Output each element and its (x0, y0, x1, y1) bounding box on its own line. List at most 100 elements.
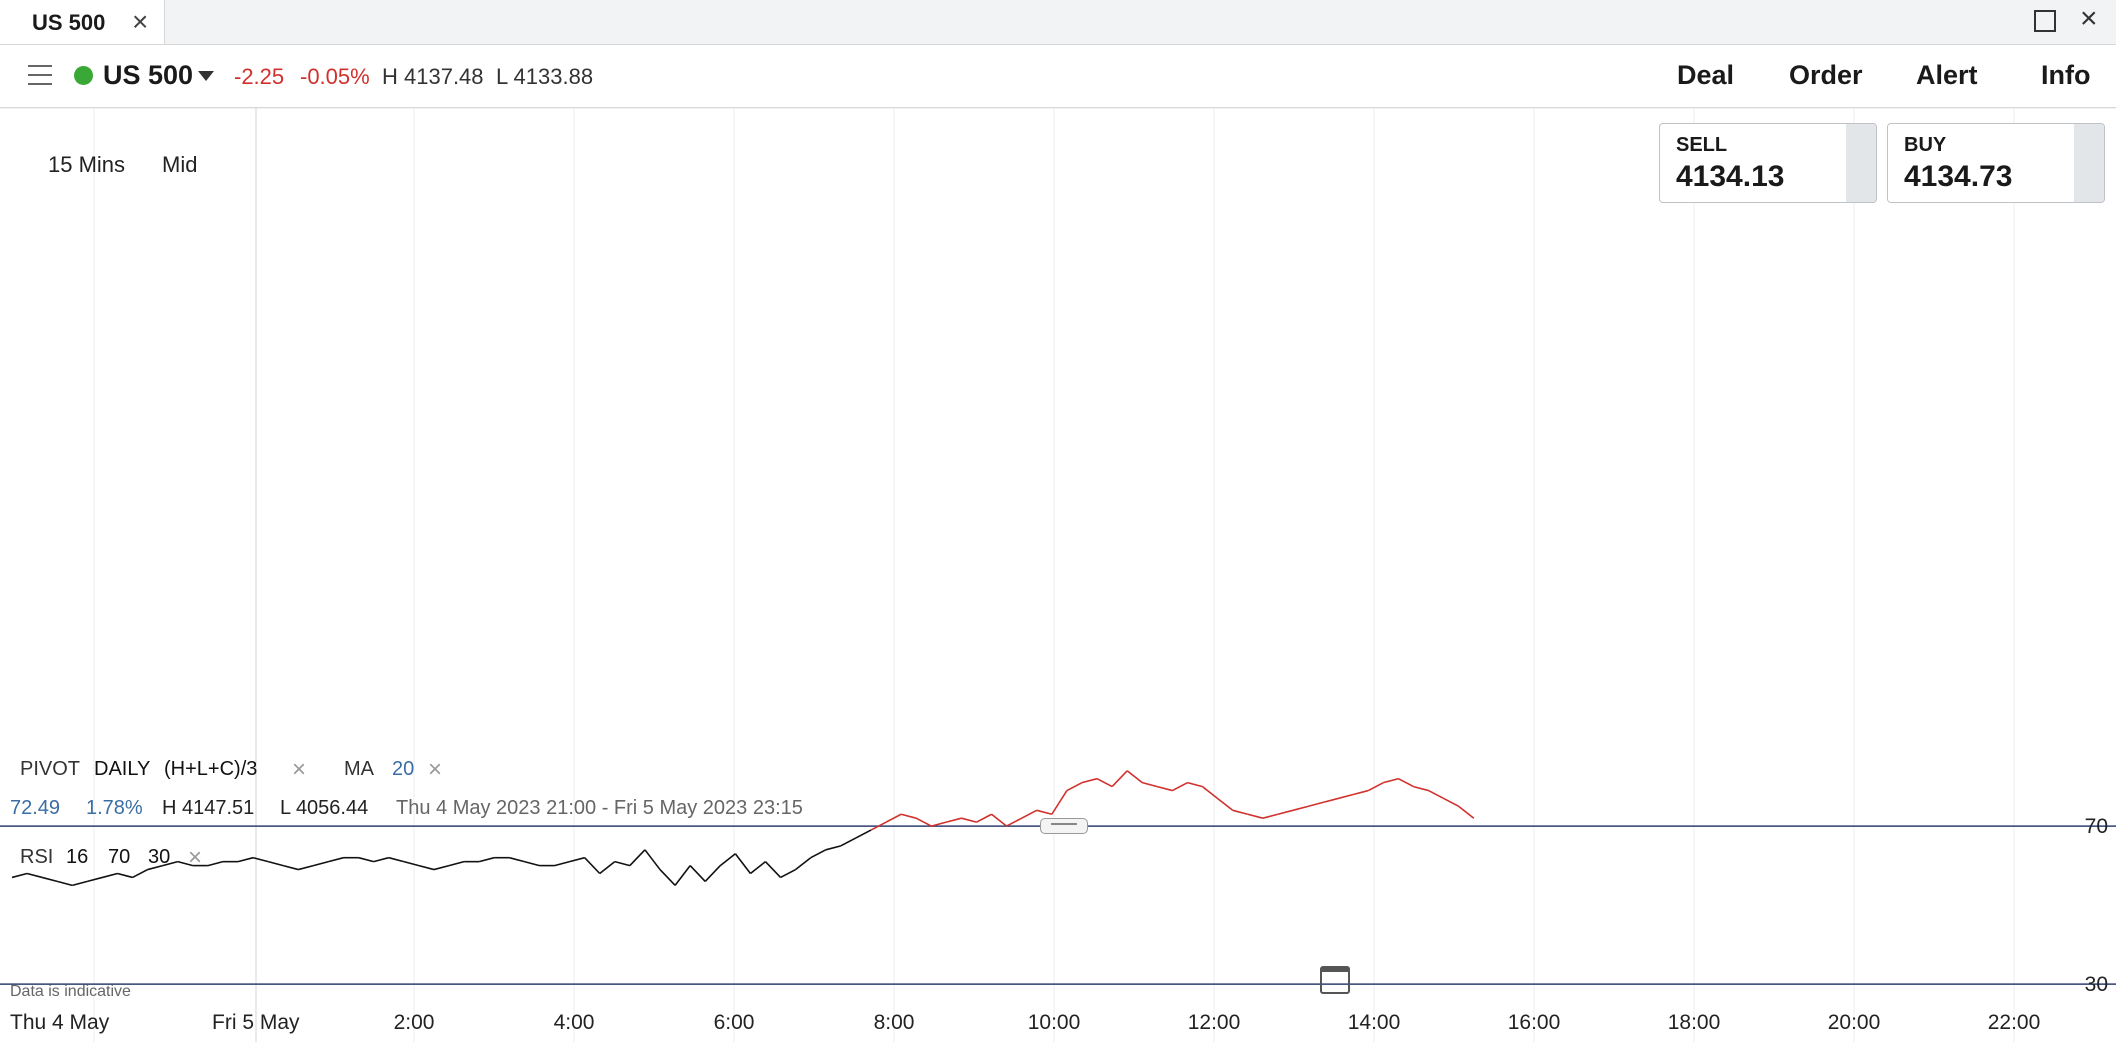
rsi-segment (1217, 797, 1234, 811)
rsi-segment (177, 860, 194, 867)
info-button[interactable]: Info (2041, 60, 2091, 90)
window-close-icon[interactable]: × (2080, 2, 2098, 35)
time-axis-label: 18:00 (1668, 1011, 1721, 1034)
rsi-segment (26, 872, 43, 879)
rsi-label[interactable]: RSI (20, 846, 54, 868)
rsi-segment (1157, 785, 1173, 792)
sell-button[interactable]: SELL 4134.13 (1659, 123, 1877, 203)
rsi-segment (734, 853, 752, 874)
tab-title: US 500 (32, 10, 106, 35)
rsi-segment (358, 856, 374, 863)
rsi-segment (825, 845, 842, 851)
range-high: H 4147.51 (162, 797, 255, 819)
rsi-segment (780, 868, 797, 879)
panel-resize-handle[interactable] (1040, 818, 1088, 834)
rsi-segment (1142, 781, 1158, 788)
rsi-segment (524, 860, 540, 867)
remove-rsi-icon[interactable]: × (188, 844, 203, 871)
instrument-name[interactable]: US 500 (103, 60, 194, 90)
rsi-segment (252, 856, 269, 863)
rsi-segment (885, 813, 902, 823)
rsi-segment (1111, 770, 1128, 788)
maximize-icon[interactable] (2034, 10, 2056, 32)
buy-price: 4134.73 (1904, 160, 2013, 193)
day-low: L 4133.88 (496, 64, 594, 89)
ma-label[interactable]: MA (344, 758, 374, 780)
rsi-segment (569, 856, 585, 863)
rsi-segment (599, 861, 616, 875)
rsi-segment (1021, 809, 1038, 819)
rsi-segment (102, 872, 118, 879)
remove-ma-icon[interactable]: × (428, 756, 443, 783)
rsi-segment (674, 865, 691, 886)
rsi-segment (870, 821, 887, 831)
rsi-segment (1307, 801, 1324, 808)
buy-label: BUY (1904, 134, 1947, 156)
remove-pivot-icon[interactable]: × (292, 756, 307, 783)
rsi-segment (313, 860, 329, 867)
rsi-segment (810, 849, 827, 859)
rsi-segment (1337, 793, 1354, 800)
rsi-upper: 70 (108, 846, 131, 868)
time-axis-label: Thu 4 May (10, 1011, 110, 1034)
rsi-segment (11, 872, 28, 879)
market-open-status-icon (74, 66, 93, 85)
rsi-segment (147, 864, 163, 871)
axis-labels: 4040.004060.004080.004100.004120.004140.… (10, 1011, 2040, 1034)
rsi-segment (448, 860, 465, 867)
buy-button[interactable]: BUY 4134.73 (1887, 123, 2105, 203)
rsi-segment (72, 880, 88, 887)
time-axis-label: 20:00 (1828, 1011, 1881, 1034)
tab-us500[interactable]: US 500 × (0, 0, 165, 44)
rsi-segment (328, 856, 344, 863)
rsi-segment (795, 857, 812, 871)
rsi-level-label: 70 (2085, 815, 2108, 838)
time-axis-label: 16:00 (1508, 1011, 1561, 1034)
time-axis-label: Fri 5 May (212, 1011, 300, 1034)
rsi-segment (132, 868, 149, 879)
range-low: L 4056.44 (280, 797, 369, 819)
rsi-segment (855, 829, 872, 839)
rsi-segment (433, 864, 450, 871)
time-axis-label: 2:00 (394, 1011, 435, 1034)
rsi-period: 16 (66, 846, 89, 868)
rsi-segment (162, 860, 178, 867)
rsi-segment (1292, 805, 1309, 812)
rsi-segment (644, 849, 661, 871)
order-button[interactable]: Order (1789, 60, 1863, 90)
timeframe-selector[interactable]: 15 Mins (48, 152, 126, 177)
rsi-segment (1428, 789, 1445, 800)
rsi-segment (1383, 777, 1399, 784)
close-icon[interactable]: × (132, 6, 149, 37)
ma-period: 20 (392, 758, 415, 780)
price-type-selector[interactable]: Mid (162, 152, 198, 177)
rsi-segment (584, 857, 601, 875)
rsi-segment (237, 856, 254, 863)
calendar-icon[interactable] (1320, 966, 1350, 994)
rsi-segment (1036, 809, 1053, 816)
chart-grid (0, 108, 2116, 1042)
rsi-segment (614, 860, 631, 867)
hamburger-menu-icon[interactable] (28, 65, 52, 85)
pivot-label[interactable]: PIVOT (20, 758, 81, 780)
rsi-segment (298, 864, 314, 871)
deal-button[interactable]: Deal (1677, 60, 1735, 90)
rsi-segment (478, 856, 495, 863)
date-range: Thu 4 May 2023 21:00 - Fri 5 May 2023 23… (396, 797, 803, 819)
range-change-percent: 1.78% (86, 797, 143, 819)
rsi-segment (946, 817, 962, 823)
time-axis-label: 8:00 (874, 1011, 915, 1034)
rsi-segment (1367, 781, 1384, 792)
instrument-header: US 500 -2.25 -0.05% H 4137.48 L 4133.88 … (0, 45, 2116, 108)
rsi-segment (931, 821, 947, 827)
rsi-segment (961, 817, 977, 823)
range-change: 72.49 (10, 797, 61, 819)
alert-button[interactable]: Alert (1916, 60, 1978, 90)
price-change-percent: -0.05% (300, 64, 370, 89)
rsi-segment (704, 865, 721, 882)
rsi-segment (991, 813, 1008, 827)
chevron-down-icon[interactable] (198, 71, 214, 81)
time-axis-label: 10:00 (1028, 1011, 1081, 1034)
rsi-segment (41, 876, 58, 883)
